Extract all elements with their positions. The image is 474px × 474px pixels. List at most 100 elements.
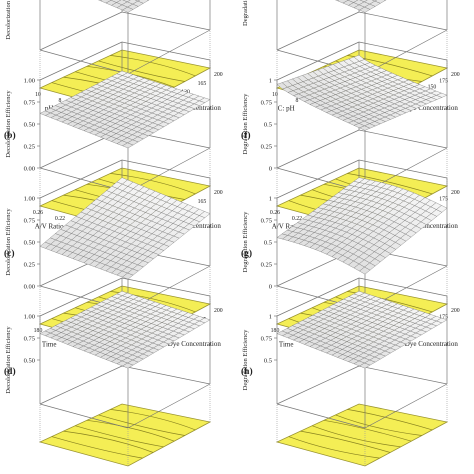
factor2-axis-title: Initial Dye Concentration: [386, 340, 458, 348]
axis-frame-line: [276, 403, 366, 429]
surface-cell: [110, 0, 122, 3]
axis-frame-line: [127, 383, 211, 429]
axis-frame-line: [39, 41, 123, 81]
factor2-tick-label: 200: [214, 72, 223, 78]
axis-frame-line: [276, 11, 360, 51]
z-tick-label: 0.75: [24, 336, 35, 343]
surface-cell: [359, 0, 368, 2]
z-tick-label: 0.00: [24, 284, 35, 291]
contour-line: [75, 425, 164, 448]
panel-label: (f): [241, 130, 251, 141]
factor2-tick-label: 200: [451, 308, 460, 314]
contour-line: [300, 430, 391, 453]
axis-frame-line: [127, 29, 211, 75]
z-tick-label: 0.25: [24, 262, 35, 269]
z-tick-label: 0.50: [24, 358, 35, 365]
axis-frame-line: [127, 147, 211, 193]
factor1-tick-label: 180: [34, 328, 43, 334]
factor2-axis-title: Initial Dye Concentration: [386, 104, 458, 112]
z-tick-label: 0.5: [264, 122, 272, 129]
axis-frame-line: [358, 129, 448, 149]
factor1-axis-title: Time: [279, 341, 294, 349]
surface-mesh: [39, 70, 211, 149]
z-axis-title: Degradation Ef: [242, 0, 249, 26]
panel-label: (h): [241, 366, 253, 377]
axis-frame-line: [276, 277, 360, 317]
z-tick-label: 1: [269, 196, 272, 203]
axis-frame-line: [276, 129, 360, 169]
surface-cell: [134, 0, 141, 2]
axis-frame-line: [121, 365, 211, 385]
contour-floor: [275, 403, 449, 467]
axis-frame-line: [276, 159, 360, 199]
surface-cell: [199, 211, 211, 218]
z-tick-label: 0.75: [261, 336, 272, 343]
factor1-axis-title: Time: [42, 341, 57, 349]
z-tick-label: 0.5: [264, 358, 272, 365]
factor1-tick-label: 0.26: [270, 210, 280, 216]
z-tick-label: 1.00: [24, 78, 35, 85]
axis-frame-line: [121, 41, 211, 61]
factor2-tick-label: 200: [451, 190, 460, 196]
contour-line: [347, 291, 433, 313]
axis-frame-line: [358, 11, 448, 31]
surface-mesh: [276, 291, 448, 369]
factor2-tick-label: 175: [439, 78, 448, 84]
axis-frame-line: [364, 383, 448, 429]
factor2-tick-label: 175: [439, 314, 448, 320]
surface-cell: [122, 0, 131, 2]
contour-line: [63, 430, 154, 453]
surface-mesh: [39, 291, 211, 369]
contour-line: [311, 425, 401, 448]
axis-frame-line: [276, 365, 360, 405]
z-tick-label: 0.00: [24, 166, 35, 173]
factor2-tick-label: 165: [198, 199, 207, 205]
axis-frame-line: [358, 41, 448, 61]
z-axis-title: Degradation Efficiency: [242, 93, 249, 154]
z-axis-title: Decolorization Efficiency: [5, 0, 12, 40]
contour-line: [110, 409, 196, 431]
contour-line: [110, 55, 196, 77]
surface-mesh: [39, 177, 211, 280]
contour-line: [347, 173, 433, 195]
z-tick-label: 0.75: [24, 218, 35, 225]
z-tick-label: 0: [269, 166, 272, 173]
surface-cell: [347, 0, 359, 3]
surface-mesh: [276, 55, 448, 131]
contour-line: [288, 436, 380, 459]
factor1-axis-title: C: pH: [278, 105, 295, 113]
surface-mesh: [98, 0, 150, 13]
axis-frame-line: [39, 159, 123, 199]
factor1-tick-label: 8: [296, 98, 299, 104]
factor2-tick-label: 150: [428, 85, 437, 91]
axis-frame-line: [358, 365, 448, 385]
contour-line: [335, 414, 422, 436]
panel-label: (d): [4, 366, 16, 377]
z-tick-label: 0.50: [24, 122, 35, 129]
z-axis-title: Decolorization Efficiency: [5, 208, 12, 276]
contour-floor: [38, 403, 212, 467]
z-tick-label: 1.00: [24, 196, 35, 203]
z-tick-label: 0.50: [24, 240, 35, 247]
axis-frame-line: [358, 159, 448, 179]
z-tick-label: 0.25: [261, 144, 272, 151]
factor1-tick-label: 0.22: [292, 216, 302, 222]
axis-frame-line: [39, 49, 129, 75]
surface-cell: [436, 205, 448, 213]
factor2-tick-label: 200: [214, 308, 223, 314]
contour-line: [110, 173, 196, 195]
axis-frame-line: [364, 29, 448, 75]
panel-label: (b): [4, 130, 16, 141]
panel-8: [274, 277, 449, 467]
z-tick-label: 0.75: [261, 218, 272, 225]
axis-frame-line: [358, 277, 448, 297]
factor1-tick-label: 10: [272, 92, 278, 98]
factor2-tick-label: 200: [214, 190, 223, 196]
factor1-tick-label: 10: [35, 92, 41, 98]
z-axis-title: Degradation Efficiency: [242, 329, 249, 390]
z-tick-label: 1.00: [24, 314, 35, 321]
contour-line: [98, 60, 185, 82]
axis-frame-line: [121, 11, 211, 31]
factor1-axis-title: A/V Ratio: [272, 223, 301, 231]
